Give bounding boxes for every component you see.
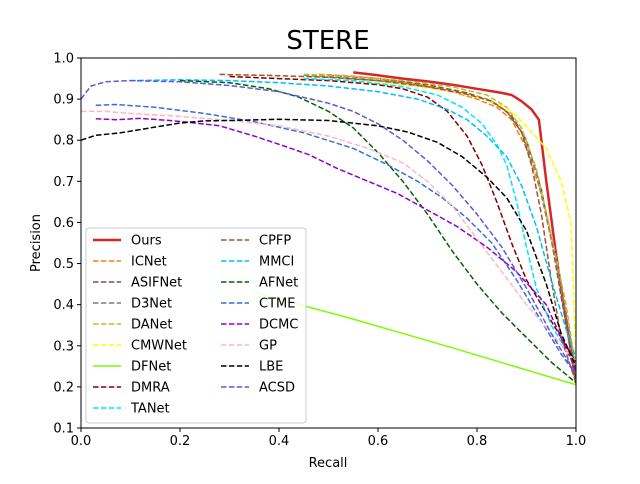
legend-label-d3net: D3Net	[131, 297, 172, 312]
y-tick-label: 0.1	[53, 422, 74, 437]
series-line-mmci	[130, 79, 576, 359]
legend-label-mmci: MMCI	[259, 255, 294, 270]
legend-label-ctme: CTME	[259, 297, 295, 312]
legend-label-afnet: AFNet	[259, 276, 298, 291]
legend-label-acsd: ACSD	[259, 381, 295, 396]
y-tick-label: 0.5	[53, 257, 74, 272]
y-tick-label: 0.3	[53, 339, 74, 354]
series-line-gp	[81, 110, 576, 363]
series-line-danet	[303, 73, 576, 371]
legend-label-danet: DANet	[131, 318, 173, 333]
legend-label-cmwnet: CMWNet	[131, 339, 187, 354]
x-tick-label: 0.4	[269, 434, 290, 449]
legend: Ours ICNet ASIFNet D3Net DANet CMWNet DFNet DMR…	[85, 227, 307, 424]
legend-label-lbe: LBE	[259, 360, 283, 375]
x-axis-label: Recall	[309, 456, 348, 471]
legend-label-gp: GP	[259, 339, 277, 354]
y-tick-label: 1.0	[53, 52, 74, 67]
legend-label-icnet: ICNet	[131, 255, 167, 270]
x-tick-label: 0.8	[467, 434, 488, 449]
legend-label-dmra: DMRA	[131, 381, 170, 396]
x-tick-label: 0.6	[368, 434, 389, 449]
series-line-icnet	[318, 73, 576, 379]
legend-label-ours: Ours	[131, 234, 162, 249]
legend-label-dcmc: DCMC	[259, 318, 298, 333]
legend-label-dfnet: DFNet	[131, 360, 171, 375]
legend-label-cpfp: CPFP	[259, 234, 291, 249]
chart-title: STERE	[286, 26, 369, 56]
series-line-tanet	[303, 77, 576, 367]
series-line-dmra	[229, 75, 576, 363]
y-tick-label: 0.4	[53, 298, 74, 313]
x-tick-label: 0.2	[170, 434, 191, 449]
series-line-ctme	[95, 103, 576, 376]
series-line-ours	[353, 71, 576, 383]
legend-label-tanet: TANet	[130, 402, 170, 417]
y-tick-label: 0.9	[53, 93, 74, 108]
y-axis-label: Precision	[29, 214, 44, 272]
y-tick-label: 0.6	[53, 216, 74, 231]
legend-label-asifnet: ASIFNet	[131, 276, 182, 291]
series-line-cmwnet	[303, 77, 576, 359]
series-line-dcmc	[95, 117, 576, 371]
series-line-acsd	[81, 79, 576, 375]
y-tick-label: 0.7	[53, 175, 74, 190]
x-tick-label: 1.0	[566, 434, 587, 449]
y-tick-label: 0.2	[53, 380, 74, 395]
x-tick-label: 0.0	[71, 434, 92, 449]
plot-frame	[80, 57, 577, 429]
legend-box	[85, 227, 307, 424]
y-tick-label: 0.8	[53, 134, 74, 149]
axis-ticks: 0.0 0.2 0.4 0.6 0.8 1.0 0.1 0.2 0.3 0.4 0.5 0.6 0.7 0…	[53, 52, 586, 450]
